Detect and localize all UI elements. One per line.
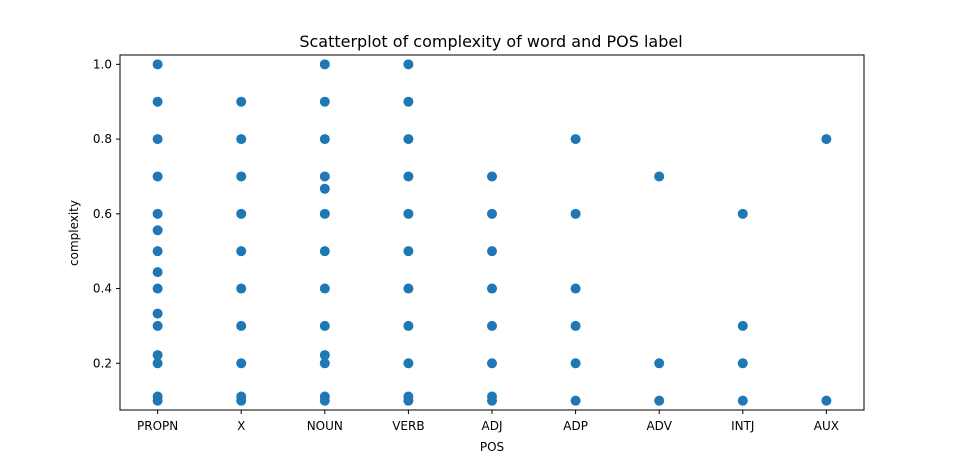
data-point (236, 171, 247, 182)
data-point (403, 246, 414, 257)
data-point (654, 358, 665, 369)
data-point (152, 395, 163, 406)
data-point (570, 283, 581, 294)
data-point (236, 283, 247, 294)
data-point (236, 134, 247, 145)
data-point (403, 59, 414, 70)
data-point (570, 134, 581, 145)
data-point (319, 350, 330, 361)
data-point (319, 96, 330, 107)
data-point (319, 171, 330, 182)
data-point (236, 395, 247, 406)
y-tick-label: 0.8 (93, 132, 112, 146)
data-point (152, 308, 163, 319)
data-point (487, 171, 497, 182)
data-point (152, 171, 163, 182)
data-point (403, 208, 414, 219)
data-point (152, 350, 163, 361)
x-tick-label: ADJ (482, 419, 503, 433)
data-point (403, 320, 414, 331)
data-point (152, 96, 163, 107)
data-point (152, 358, 163, 369)
data-point (152, 246, 163, 257)
data-point (487, 283, 497, 294)
data-point (152, 208, 163, 219)
data-point (152, 267, 163, 278)
x-tick-label: INTJ (731, 419, 754, 433)
data-point (487, 208, 497, 219)
data-point (403, 283, 414, 294)
data-point (319, 59, 330, 70)
data-point (570, 320, 581, 331)
data-point (487, 395, 497, 406)
data-point (319, 358, 330, 369)
data-point (319, 395, 330, 406)
data-point (403, 395, 414, 406)
data-point (236, 96, 247, 107)
data-point (821, 134, 832, 145)
data-point (487, 246, 497, 257)
data-point (570, 208, 581, 219)
data-point (403, 171, 414, 182)
x-axis-label: POS (480, 440, 504, 454)
y-tick-label: 0.6 (93, 207, 112, 221)
data-point (487, 320, 497, 331)
data-point (403, 358, 414, 369)
data-point (152, 283, 163, 294)
y-tick-label: 0.2 (93, 356, 112, 370)
data-point (319, 283, 330, 294)
data-point (737, 358, 748, 369)
x-tick-label: VERB (392, 419, 424, 433)
data-point (319, 246, 330, 257)
data-point (236, 246, 247, 257)
data-points (152, 59, 832, 406)
data-point (319, 208, 330, 219)
data-point (570, 358, 581, 369)
x-tick-label: PROPN (137, 419, 178, 433)
data-point (319, 320, 330, 331)
data-point (403, 134, 414, 145)
data-point (152, 320, 163, 331)
data-point (319, 134, 330, 145)
data-point (737, 320, 748, 331)
x-tick-label: AUX (814, 419, 839, 433)
y-tick-label: 0.4 (93, 282, 112, 296)
data-point (403, 96, 414, 107)
data-point (654, 171, 665, 182)
x-tick-label: NOUN (307, 419, 343, 433)
data-point (152, 134, 163, 145)
x-axis-ticks: PROPN X NOUN VERB ADJ ADP ADV INTJ AUX (137, 410, 839, 433)
data-point (152, 225, 163, 236)
plot-area (119, 54, 865, 411)
y-tick-label: 1.0 (93, 57, 112, 71)
data-point (654, 395, 665, 406)
data-point (570, 395, 581, 406)
data-point (152, 59, 163, 70)
data-point (236, 320, 247, 331)
x-tick-label: ADP (563, 419, 588, 433)
data-point (737, 395, 748, 406)
x-tick-label: X (237, 419, 245, 433)
data-point (319, 183, 330, 194)
data-point (737, 208, 748, 219)
chart-title: Scatterplot of complexity of word and PO… (299, 32, 682, 51)
y-axis-label: complexity (67, 200, 81, 266)
y-axis-ticks: 0.2 0.4 0.6 0.8 1.0 (93, 57, 120, 370)
data-point (487, 358, 497, 369)
data-point (236, 208, 247, 219)
data-point (236, 358, 247, 369)
data-point (821, 395, 832, 406)
x-tick-label: ADV (646, 419, 672, 433)
